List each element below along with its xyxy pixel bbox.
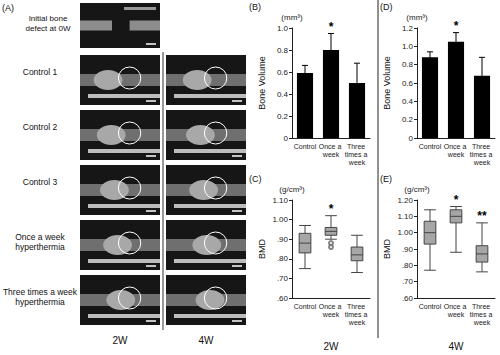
svg-text:.80: .80	[277, 254, 289, 263]
html-text:Control 2: Control 2	[22, 122, 58, 132]
svg-text:0: 0	[284, 134, 289, 143]
svg-text:Control: Control	[294, 143, 317, 150]
html-text:Control 1: Control 1	[22, 67, 58, 77]
svg-text:0.8: 0.8	[402, 60, 414, 69]
svg-text:Three: Three	[472, 303, 492, 310]
svg-text:0.2: 0.2	[277, 112, 289, 121]
svg-text:week: week	[348, 159, 366, 166]
svg-text:(C): (C)	[249, 174, 262, 184]
html-text:Control 3: Control 3	[22, 177, 58, 187]
html-text:2W: 2W	[112, 335, 128, 346]
svg-text:times a: times a	[345, 151, 370, 158]
svg-text:1.0: 1.0	[277, 24, 289, 33]
svg-text:2W: 2W	[324, 341, 340, 352]
svg-text:BMD: BMD	[257, 239, 267, 260]
svg-text:1.10: 1.10	[397, 212, 413, 221]
svg-text:1.20: 1.20	[397, 196, 413, 205]
svg-text:0: 0	[409, 134, 414, 143]
svg-text:0.4: 0.4	[402, 97, 414, 106]
svg-text:0.6: 0.6	[402, 79, 414, 88]
svg-text:Once a: Once a	[319, 143, 344, 150]
svg-text:times a: times a	[470, 311, 495, 318]
svg-text:*: *	[329, 202, 334, 216]
svg-text:Control: Control	[419, 143, 442, 150]
svg-text:week: week	[447, 311, 465, 318]
svg-text:(D): (D)	[380, 2, 393, 12]
svg-text:*: *	[454, 19, 459, 33]
svg-text:week: week	[322, 151, 340, 158]
svg-text:week: week	[348, 319, 366, 326]
svg-text:0.8: 0.8	[277, 46, 289, 55]
svg-text:.90: .90	[277, 235, 289, 244]
svg-text:1.00: 1.00	[397, 228, 413, 237]
svg-text:(g/cm³): (g/cm³)	[279, 185, 305, 194]
html-text:(A): (A)	[2, 3, 14, 13]
svg-text:.70: .70	[277, 274, 289, 283]
svg-text:Control: Control	[419, 303, 442, 310]
svg-text:*: *	[329, 20, 334, 34]
svg-text:(E): (E)	[380, 174, 392, 184]
svg-text:Bone Volume: Bone Volume	[257, 56, 267, 110]
svg-text:Once a: Once a	[319, 303, 344, 310]
svg-text:*: *	[454, 193, 459, 207]
svg-text:week: week	[447, 151, 465, 158]
svg-text:week: week	[322, 311, 340, 318]
svg-text:Bone Volume: Bone Volume	[382, 56, 392, 110]
svg-text:week: week	[473, 159, 491, 166]
svg-text:.60: .60	[402, 294, 414, 303]
html-text:Once a week hyperthermia: Once a week hyperthermia	[15, 232, 65, 252]
svg-text:1.2: 1.2	[402, 24, 414, 33]
svg-text:(mm³): (mm³)	[406, 13, 428, 22]
svg-text:.60: .60	[277, 294, 289, 303]
svg-text:week: week	[473, 319, 491, 326]
svg-text:Three: Three	[472, 143, 492, 150]
svg-text:.90: .90	[402, 245, 414, 254]
svg-text:Once a: Once a	[444, 143, 469, 150]
svg-text:times a: times a	[470, 151, 495, 158]
svg-text:.80: .80	[402, 261, 414, 270]
svg-text:(g/cm³): (g/cm³)	[404, 185, 430, 194]
svg-text:1.00: 1.00	[272, 215, 288, 224]
svg-text:.70: .70	[402, 277, 414, 286]
svg-text:Control: Control	[294, 303, 317, 310]
svg-text:1.10: 1.10	[272, 196, 288, 205]
svg-text:(mm³): (mm³)	[281, 13, 303, 22]
html-text:Three times a week hyperthermi: Three times a week hyperthermia	[2, 287, 78, 307]
svg-text:(B): (B)	[249, 2, 261, 12]
svg-text:0.6: 0.6	[277, 68, 289, 77]
html-text:Initial bone defect at 0W: Initial bone defect at 0W	[25, 14, 71, 33]
svg-text:0.4: 0.4	[277, 90, 289, 99]
svg-text:Three: Three	[347, 143, 367, 150]
svg-text:Three: Three	[347, 303, 367, 310]
svg-text:4W: 4W	[449, 341, 465, 352]
svg-text:0.2: 0.2	[402, 115, 414, 124]
svg-text:Once a: Once a	[444, 303, 469, 310]
svg-text:**: **	[477, 209, 487, 223]
html-text:4W: 4W	[198, 335, 214, 346]
svg-text:1.0: 1.0	[402, 42, 414, 51]
svg-text:BMD: BMD	[382, 239, 392, 260]
svg-text:times a: times a	[345, 311, 370, 318]
